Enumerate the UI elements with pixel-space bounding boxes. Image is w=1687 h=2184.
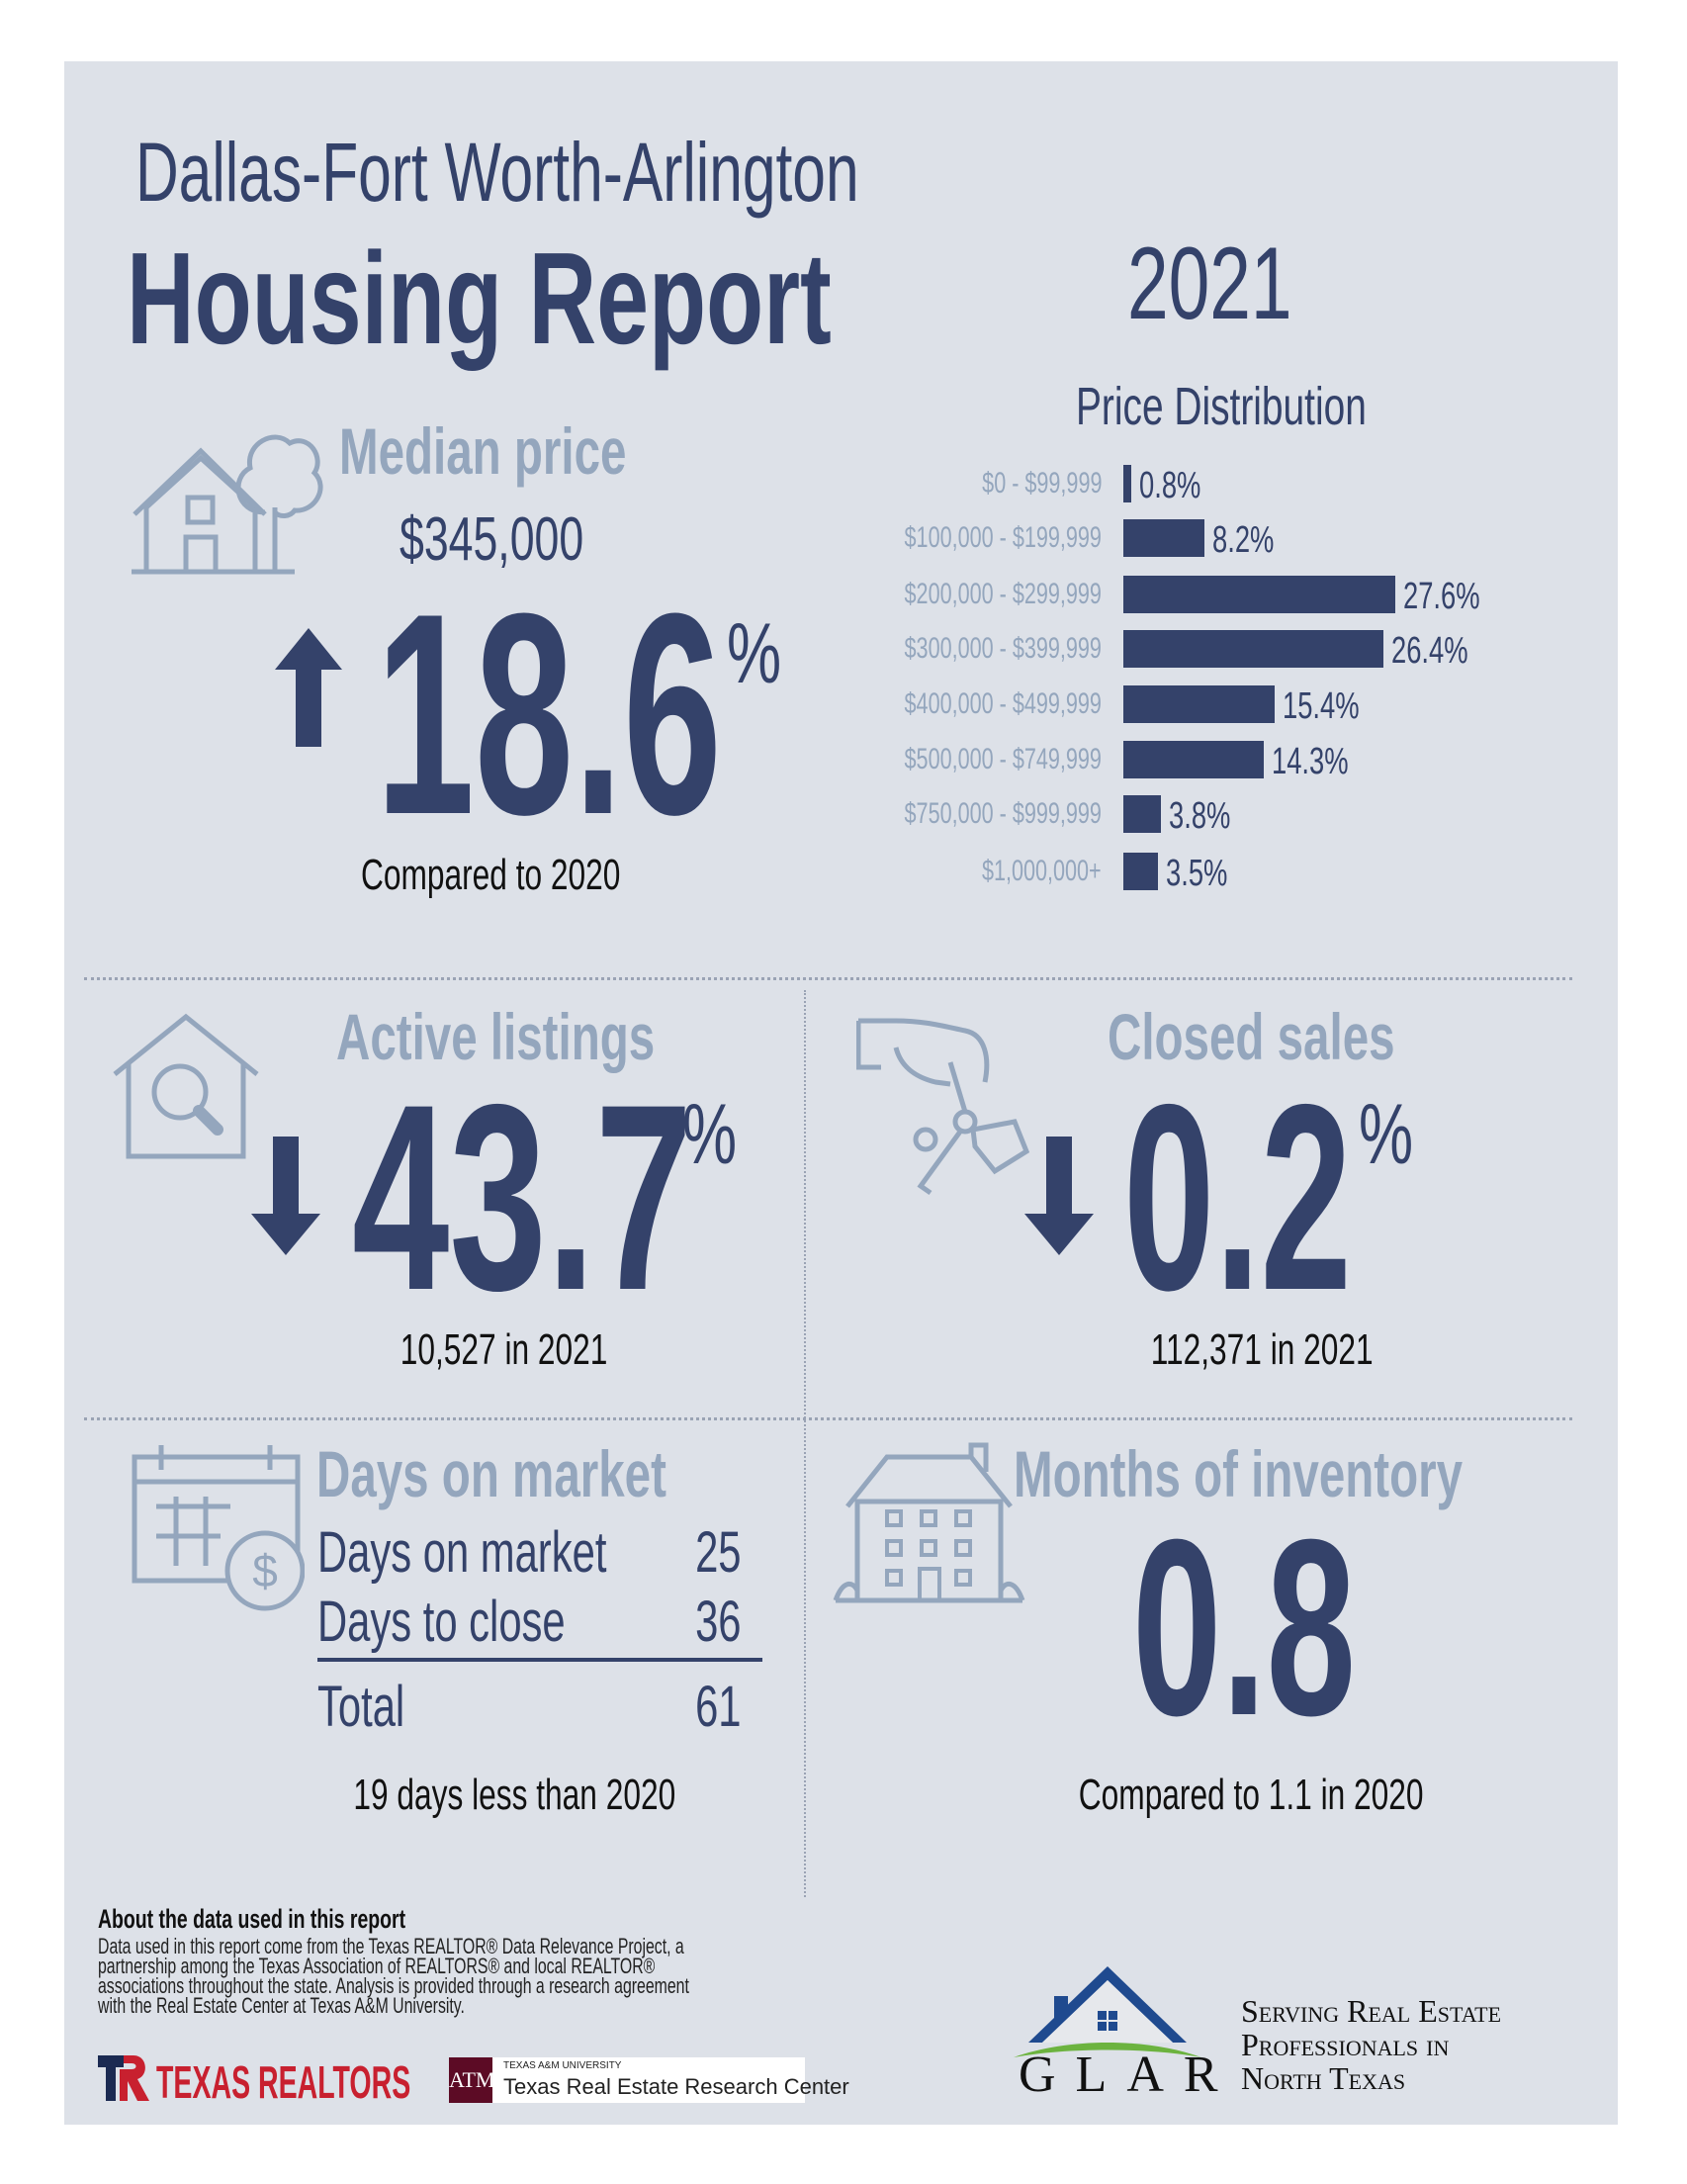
months-inventory-value: 0.8 <box>1132 1487 1356 1768</box>
total-rule <box>317 1658 762 1662</box>
closed-sales-label: Closed sales <box>1108 1000 1395 1073</box>
chart-row: $1,000,000+ 3.5% <box>0 853 1687 894</box>
texas-realtors-logo: TEXAS REALTORS <box>156 2056 411 2108</box>
data-label: 0.8% <box>1139 465 1201 506</box>
median-price-label: Median price <box>339 414 627 488</box>
bar <box>1123 465 1131 502</box>
bar <box>1123 576 1395 613</box>
house-search-icon <box>113 1013 259 1159</box>
active-listings-unit: % <box>682 1087 738 1182</box>
months-inventory-note: Compared to 1.1 in 2020 <box>1078 1771 1424 1819</box>
data-label: 27.6% <box>1402 576 1480 617</box>
tamu-mark-icon: ATM <box>449 2057 494 2103</box>
building-icon <box>833 1442 1025 1603</box>
category-label: $0 - $99,999 <box>981 467 1102 500</box>
data-label: 14.3% <box>1272 741 1349 782</box>
about-line: Data used in this report come from the T… <box>98 1934 684 1958</box>
chart-title: Price Distribution <box>1076 377 1367 436</box>
about-text: Data used in this report come from the T… <box>98 1934 919 2018</box>
days-on-market-label: Days on market <box>316 1437 666 1510</box>
bar <box>1123 685 1276 723</box>
tagline-line: Professionals in <box>1241 2027 1450 2062</box>
chart-row: $0 - $99,999 0.8% <box>0 465 1687 506</box>
closed-sales-note: 112,371 in 2021 <box>1150 1325 1374 1374</box>
data-label: 8.2% <box>1211 519 1274 561</box>
bar <box>1123 630 1383 668</box>
dtc-row-label: Days to close <box>317 1590 566 1654</box>
page-title: Housing Report <box>127 226 832 371</box>
year: 2021 <box>1127 227 1292 341</box>
dom-row-value: 25 <box>695 1520 742 1585</box>
data-label: 3.5% <box>1165 853 1228 894</box>
days-note: 19 days less than 2020 <box>353 1771 675 1819</box>
closed-sales-unit: % <box>1359 1087 1414 1182</box>
category-label: $750,000 - $999,999 <box>904 797 1102 830</box>
arrow-down-icon <box>1024 1137 1094 1255</box>
total-value: 61 <box>695 1675 742 1739</box>
median-price-note: Compared to 2020 <box>361 851 621 899</box>
arrow-down-icon <box>251 1137 320 1255</box>
category-label: $200,000 - $299,999 <box>904 578 1102 610</box>
active-listings-change: 43.7 <box>352 1048 693 1345</box>
category-label: $500,000 - $749,999 <box>904 743 1102 775</box>
divider <box>84 1417 1572 1420</box>
tamu-small: TEXAS A&M UNIVERSITY <box>503 2060 622 2071</box>
about-title: About the data used in this report <box>98 1904 406 1934</box>
glar-house-icon <box>1014 1966 1201 2057</box>
category-label: $100,000 - $199,999 <box>904 521 1102 554</box>
bar <box>1123 519 1204 557</box>
total-label: Total <box>317 1675 405 1739</box>
svg-text:$: $ <box>252 1545 278 1596</box>
category-label: $300,000 - $399,999 <box>904 632 1102 665</box>
about-line: with the Real Estate Center at Texas A&M… <box>98 1993 465 2018</box>
median-price-change: 18.6 <box>376 554 722 874</box>
data-label: 3.8% <box>1168 795 1231 837</box>
chart-row: $300,000 - $399,999 26.4% <box>0 630 1687 672</box>
chart-row: $100,000 - $199,999 8.2% <box>0 519 1687 561</box>
closed-sales-change: 0.2 <box>1123 1048 1352 1345</box>
about-line: associations throughout the state. Analy… <box>98 1973 689 1998</box>
tamu-logo <box>449 2057 805 2103</box>
data-label: 15.4% <box>1283 685 1360 727</box>
bar <box>1123 741 1265 778</box>
chart-row: $200,000 - $299,999 27.6% <box>0 576 1687 617</box>
tagline-line: Serving Real Estate <box>1241 1993 1502 2029</box>
divider <box>804 990 806 1897</box>
active-listings-note: 10,527 in 2021 <box>400 1325 608 1374</box>
divider <box>84 977 1572 980</box>
bar <box>1123 853 1158 890</box>
chart-row: $400,000 - $499,999 15.4% <box>0 685 1687 727</box>
active-listings-label: Active listings <box>336 1000 656 1073</box>
median-price-unit: % <box>727 606 782 701</box>
category-label: $400,000 - $499,999 <box>904 687 1102 720</box>
glar-tagline: Serving Real Estate Professionals in Nor… <box>1241 1994 1501 2095</box>
glar-logo-text: GLAR <box>1019 2047 1238 2103</box>
category-label: $1,000,000+ <box>982 855 1102 887</box>
chart-row: $500,000 - $749,999 14.3% <box>0 741 1687 782</box>
tamu-center: Texas Real Estate Research Center <box>503 2074 849 2099</box>
region-title: Dallas-Fort Worth-Arlington <box>135 126 859 219</box>
report-panel <box>64 61 1618 2125</box>
bar <box>1123 795 1161 833</box>
dtc-row-value: 36 <box>695 1590 742 1654</box>
median-price-value: $345,000 <box>400 505 584 574</box>
chart-row: $750,000 - $999,999 3.8% <box>0 795 1687 837</box>
dom-row-label: Days on market <box>317 1520 607 1585</box>
hand-keys-icon <box>856 1018 1029 1196</box>
arrow-up-icon <box>275 628 342 747</box>
about-line: partnership among the Texas Association … <box>98 1954 656 1978</box>
house-tree-icon <box>132 434 323 575</box>
texas-realtors-logo-icon <box>98 2055 149 2101</box>
tagline-line: North Texas <box>1241 2060 1406 2096</box>
data-label: 26.4% <box>1390 630 1468 672</box>
calendar-dollar-icon: $ <box>132 1445 305 1611</box>
months-inventory-label: Months of inventory <box>1014 1437 1464 1510</box>
